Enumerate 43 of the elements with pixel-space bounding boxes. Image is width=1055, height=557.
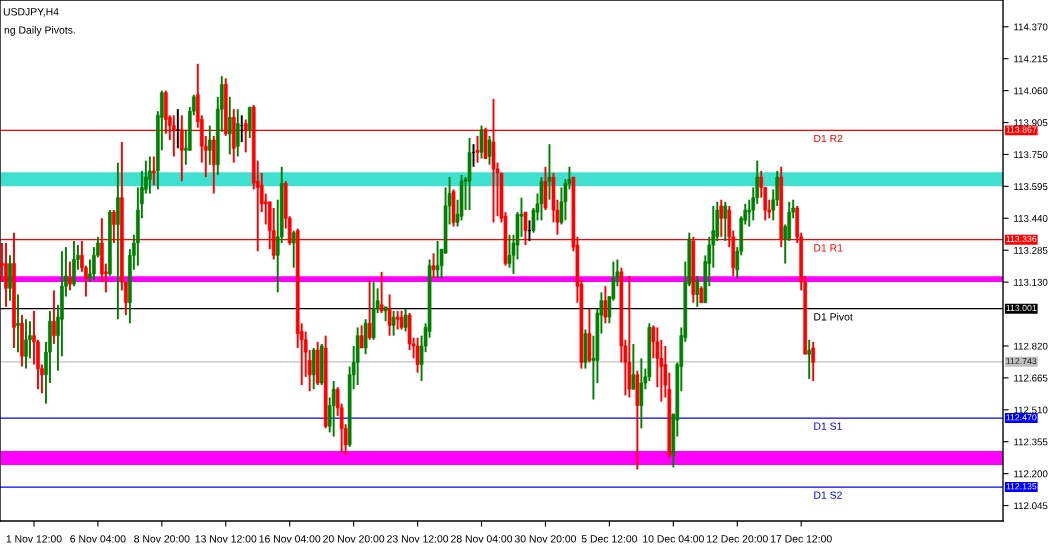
- y-tick-label: 112.045: [1014, 502, 1048, 510]
- ref-line-label: D1 Pivot: [814, 312, 853, 321]
- x-tick-label: 6 Nov 04:00: [70, 535, 126, 543]
- y-tick-label: 114.370: [1014, 23, 1048, 31]
- y-tick-label: 113.285: [1014, 246, 1048, 254]
- y-tick-label: 112.200: [1014, 470, 1048, 478]
- text: 113.001: [1006, 304, 1037, 312]
- x-tick-label: 28 Nov 04:00: [451, 535, 513, 543]
- y-tick-label: 112.510: [1014, 406, 1048, 414]
- x-tick-label: 8 Nov 20:00: [134, 535, 190, 543]
- x-tick-label: 23 Nov 12:00: [387, 535, 449, 543]
- text: 112.743: [1006, 357, 1037, 365]
- x-tick-label: 17 Dec 12:00: [771, 535, 832, 543]
- y-tick-label: 113.595: [1014, 183, 1048, 190]
- x-tick-label: 30 Nov 20:00: [514, 535, 577, 543]
- text: 113.867: [1006, 126, 1037, 133]
- y-tick-label: 113.440: [1014, 215, 1048, 222]
- text: USDJPY,H4: [3, 8, 59, 17]
- x-tick-label: 10 Dec 04:00: [643, 535, 704, 543]
- y-tick-label: 113.750: [1014, 151, 1048, 159]
- ref-line-label: D1 S2: [814, 491, 842, 499]
- x-tick-label: 5 Dec 12:00: [581, 535, 638, 543]
- x-tick-label: 1 Nov 12:00: [6, 535, 62, 543]
- candlestick: [475, 134, 480, 164]
- text: 112.135: [1006, 483, 1037, 490]
- x-tick-label: 20 Nov 20:00: [323, 535, 385, 543]
- x-tick-label: 12 Dec 20:00: [707, 535, 768, 543]
- y-tick-label: 113.130: [1014, 278, 1048, 286]
- ref-line-label: D1 R1: [814, 244, 843, 252]
- y-tick-label: 112.665: [1014, 374, 1048, 382]
- y-tick-label: 112.355: [1014, 438, 1048, 446]
- y-tick-label: 113.905: [1014, 119, 1048, 127]
- y-tick-label: 114.215: [1014, 55, 1048, 63]
- candlestick: [383, 305, 388, 323]
- ref-line-label: D1 S1: [814, 422, 842, 430]
- y-tick-label: 114.060: [1014, 87, 1048, 95]
- annotation: ng Daily Pivots.: [4, 26, 75, 36]
- x-tick-label: 13 Nov 12:00: [195, 535, 257, 543]
- y-tick-label: 112.820: [1014, 342, 1048, 350]
- x-tick-label: 16 Nov 04:00: [259, 535, 321, 543]
- text: 113.336: [1006, 235, 1037, 243]
- ref-line-label: D1 R2: [814, 134, 843, 143]
- text: 112.470: [1006, 414, 1037, 421]
